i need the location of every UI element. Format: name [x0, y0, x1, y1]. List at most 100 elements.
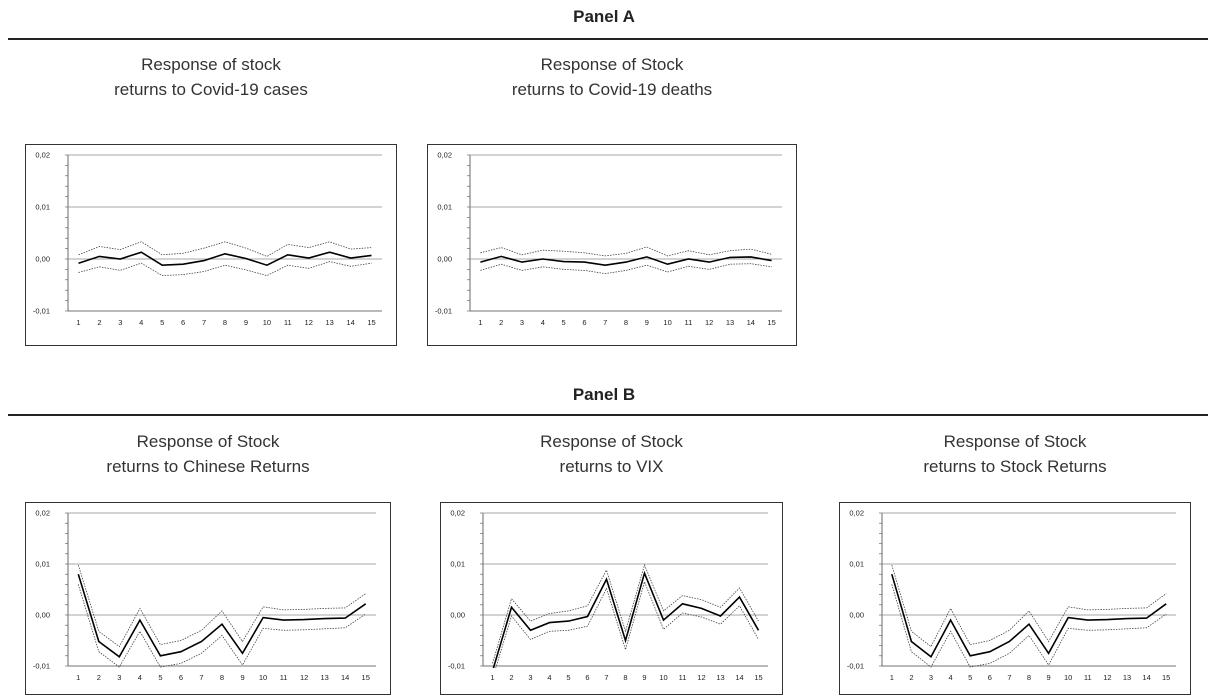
x-tick-label: 3 [929, 673, 933, 682]
chart-title-chinese-returns: Response of Stock returns to Chinese Ret… [106, 432, 310, 476]
x-tick-label: 7 [199, 673, 203, 682]
x-tick-label: 11 [280, 673, 288, 682]
x-tick-label: 9 [1047, 673, 1051, 682]
chart-svg: 0,020,010,00-0,011 2 3 4 5 6 7 8 9 10 11 12 13 14 15 [435, 151, 782, 327]
chart-covid-cases: 0,02 0,01 0,00 -0,01 1 2 3 4 5 6 7 8 9 10 11 12 13 14 15 [25, 144, 397, 346]
x-tick-label: 11 [679, 673, 687, 682]
y-tick-label: -0,01 [33, 662, 50, 671]
x-tick-label: 5 [562, 318, 566, 327]
y-tick-label: -0,01 [847, 662, 864, 671]
x-tick-label: 9 [645, 318, 649, 327]
x-tick-label: 1 [76, 318, 80, 327]
x-tick-label: 5 [968, 673, 972, 682]
chart-covid-deaths: 0,02 0,01 0,00 -0,01 1 2 3 4 5 6 7 8 9 10 11 12 13 14 15 [427, 144, 797, 346]
x-tick-label: 1 [490, 673, 494, 682]
x-tick-label: 10 [263, 318, 271, 327]
y-tick-label: 0,02 [849, 509, 864, 518]
x-tick-label: 4 [541, 318, 545, 327]
band-lower [495, 580, 759, 668]
chart-svg: 0,020,010,00-0,011 2 3 4 5 6 7 8 9 10 11 12 13 14 15 [33, 151, 382, 327]
band-upper [480, 246, 772, 257]
y-tick-label: 0,00 [849, 611, 864, 620]
band-lower [891, 584, 1167, 668]
x-tick-label: 4 [138, 673, 142, 682]
x-tick-label: 3 [118, 318, 122, 327]
chart-stock-returns: 0,02 0,01 0,00 -0,01 1 2 3 4 5 6 7 8 9 10 11 12 13 14 15 [839, 502, 1191, 695]
chart-chinese-returns: 0,02 0,01 0,00 -0,01 1 2 3 4 5 6 7 8 9 10 11 12 13 14 15 [25, 502, 391, 695]
y-tick-label: 0,02 [450, 509, 465, 518]
x-tick-label: 5 [160, 318, 164, 327]
x-tick-label: 12 [300, 673, 308, 682]
x-tick-label: 11 [284, 318, 292, 327]
x-tick-label: 9 [244, 318, 248, 327]
x-tick-label: 8 [624, 318, 628, 327]
x-tick-label: 2 [909, 673, 913, 682]
chart-title-vix: Response of Stock returns to VIX [540, 432, 683, 476]
response-line [480, 255, 772, 267]
x-tick-label: 6 [181, 318, 185, 327]
x-tick-label: 8 [623, 673, 627, 682]
chart-title-covid-cases: Response of stock returns to Covid-19 ca… [114, 55, 308, 99]
x-tick-label: 15 [367, 318, 375, 327]
band-upper [891, 564, 1167, 648]
x-tick-label: 9 [642, 673, 646, 682]
x-tick-label: 6 [988, 673, 992, 682]
x-tick-label: 8 [223, 318, 227, 327]
x-tick-label: 3 [117, 673, 121, 682]
panel-b-rule [8, 414, 1208, 416]
x-tick-label: 14 [735, 673, 743, 682]
x-tick-label: 14 [341, 673, 349, 682]
x-tick-label: 9 [240, 673, 244, 682]
x-tick-label: 7 [604, 673, 608, 682]
x-tick-label: 6 [582, 318, 586, 327]
x-tick-label: 4 [949, 673, 953, 682]
chart-vix: 0,02 0,01 0,00 -0,01 1 2 3 4 5 6 7 8 9 10 11 12 13 14 15 [440, 502, 783, 695]
x-tick-label: 5 [158, 673, 162, 682]
x-tick-label: 6 [585, 673, 589, 682]
x-tick-label: 4 [139, 318, 143, 327]
x-tick-label: 15 [767, 318, 775, 327]
y-tick-label: 0,00 [35, 611, 50, 620]
x-tick-label: 13 [1123, 673, 1131, 682]
y-tick-label: 0,00 [437, 255, 452, 264]
x-tick-label: 7 [202, 318, 206, 327]
chart-title-stock-returns: Response of Stock returns to Stock Retur… [923, 432, 1107, 476]
y-tick-label: 0,02 [35, 509, 50, 518]
x-tick-label: 13 [726, 318, 734, 327]
y-tick-label: -0,01 [448, 662, 465, 671]
x-tick-label: 10 [259, 673, 267, 682]
x-tick-label: 13 [320, 673, 328, 682]
x-tick-label: 15 [1162, 673, 1170, 682]
response-line [891, 573, 1167, 659]
y-tick-label: 0,02 [437, 151, 452, 160]
x-tick-label: 2 [509, 673, 513, 682]
y-tick-label: -0,01 [435, 307, 452, 316]
y-tick-label: 0,00 [35, 255, 50, 264]
band-lower [77, 584, 366, 668]
y-tick-label: 0,01 [849, 560, 864, 569]
x-tick-label: 3 [520, 318, 524, 327]
x-tick-label: 8 [1027, 673, 1031, 682]
x-tick-label: 2 [97, 673, 101, 682]
x-tick-label: 12 [697, 673, 705, 682]
y-tick-label: 0,02 [35, 151, 50, 160]
x-tick-label: 14 [747, 318, 755, 327]
x-tick-label: 5 [566, 673, 570, 682]
x-tick-label: 10 [1064, 673, 1072, 682]
x-tick-label: 3 [528, 673, 532, 682]
x-tick-label: 14 [1142, 673, 1150, 682]
x-tick-label: 13 [325, 318, 333, 327]
band-lower [480, 263, 772, 275]
x-tick-label: 12 [305, 318, 313, 327]
x-tick-label: 10 [663, 318, 671, 327]
x-tick-label: 1 [890, 673, 894, 682]
response-line [78, 251, 372, 267]
x-tick-label: 8 [220, 673, 224, 682]
x-tick-label: 12 [1103, 673, 1111, 682]
band-upper [78, 241, 372, 257]
panel-a-title: Panel A [573, 7, 635, 26]
panel-b-title: Panel B [572, 385, 636, 404]
x-tick-label: 11 [685, 318, 693, 327]
band-upper [492, 563, 759, 664]
x-tick-label: 7 [1007, 673, 1011, 682]
